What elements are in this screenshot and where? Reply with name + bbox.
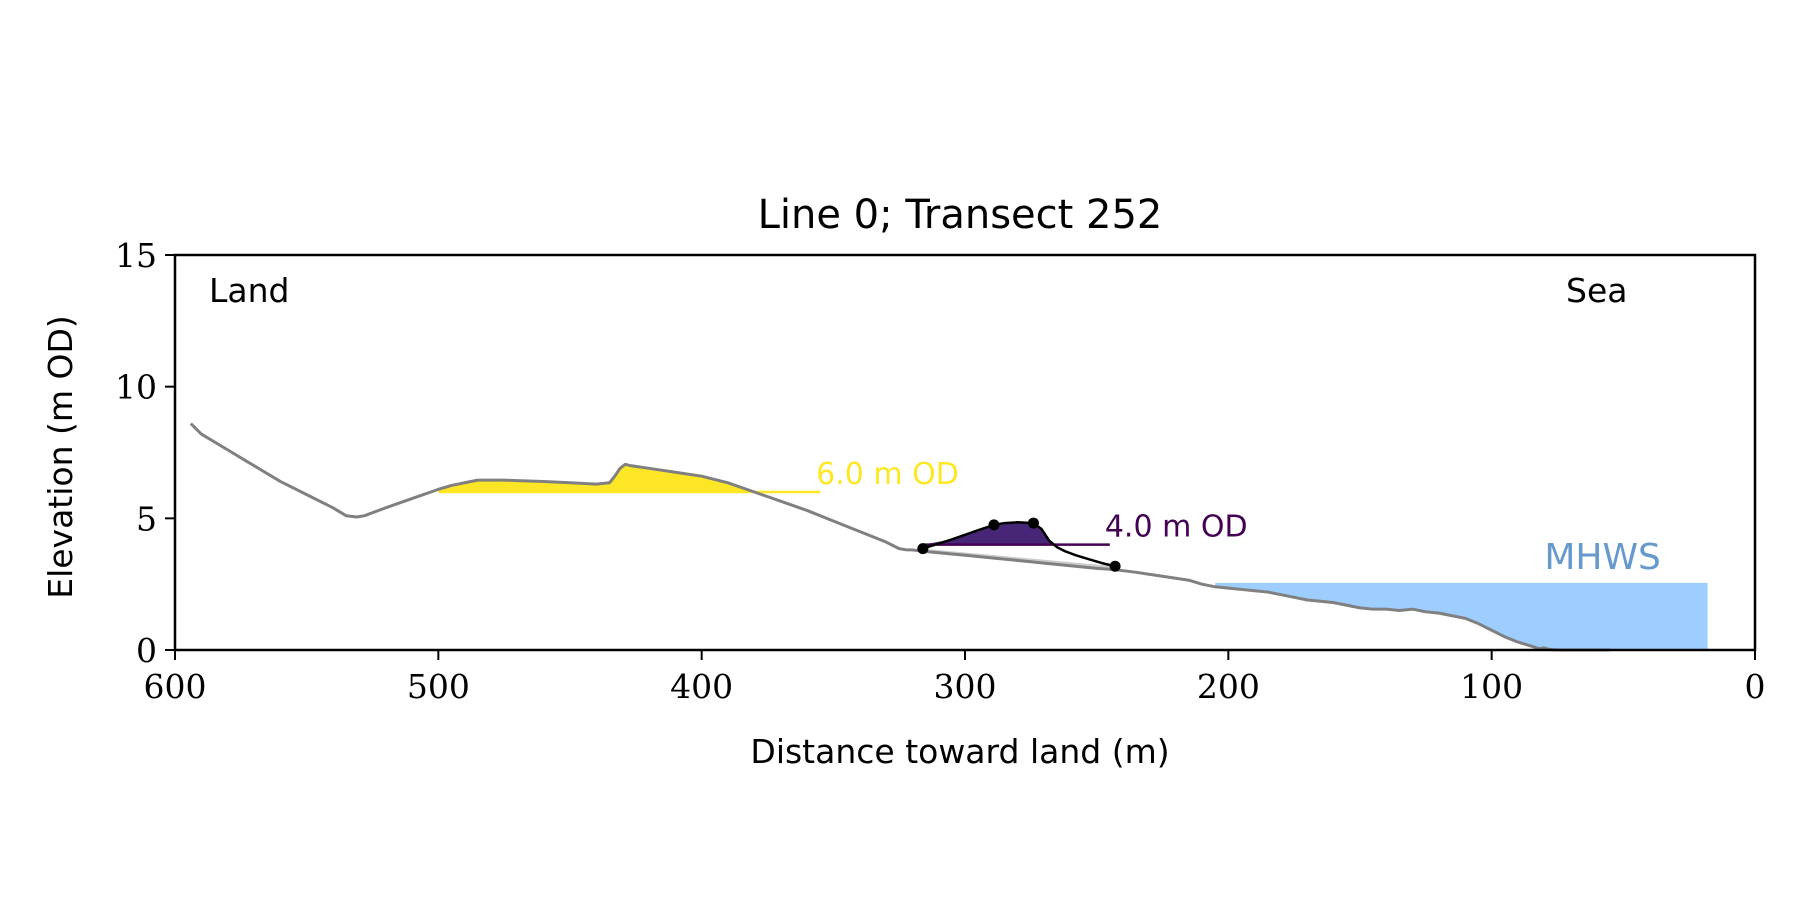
x-tick-label: 500 — [407, 667, 470, 706]
x-tick-label: 100 — [1460, 667, 1523, 706]
y-tick-label: 10 — [115, 368, 157, 407]
x-tick-label: 200 — [1197, 667, 1260, 706]
land-annotation: Land — [209, 271, 289, 310]
profile-line — [189, 422, 1611, 652]
chart-title: Line 0; Transect 252 — [758, 192, 1163, 238]
feature-point — [988, 519, 1000, 531]
points-layer — [917, 517, 1121, 572]
level-6-fill — [438, 464, 821, 492]
feature-point — [1027, 517, 1039, 529]
x-tick-label: 300 — [934, 667, 997, 706]
feature-outline — [922, 521, 1116, 568]
y-tick-label: 15 — [115, 236, 157, 275]
feature-point — [1109, 560, 1121, 572]
feature-point — [917, 543, 929, 555]
y-axis-label: Elevation (m OD) — [41, 315, 80, 599]
level-4-fill — [922, 522, 1066, 545]
x-tick-label: 400 — [670, 667, 733, 706]
y-tick-label: 0 — [136, 631, 157, 670]
lines-layer — [189, 422, 1611, 652]
level-6-label: 6.0 m OD — [816, 457, 959, 492]
mhws-label: MHWS — [1544, 537, 1661, 578]
y-tick-label: 5 — [136, 499, 157, 538]
x-tick-label: 0 — [1745, 667, 1766, 706]
ticks-layer: 600 500 400 300 200 100 0 0 5 10 15 — [115, 236, 1766, 706]
x-axis-label: Distance toward land (m) — [750, 732, 1169, 771]
x-tick-label: 600 — [144, 667, 207, 706]
level-4-label: 4.0 m OD — [1105, 510, 1248, 545]
sea-annotation: Sea — [1566, 271, 1627, 310]
